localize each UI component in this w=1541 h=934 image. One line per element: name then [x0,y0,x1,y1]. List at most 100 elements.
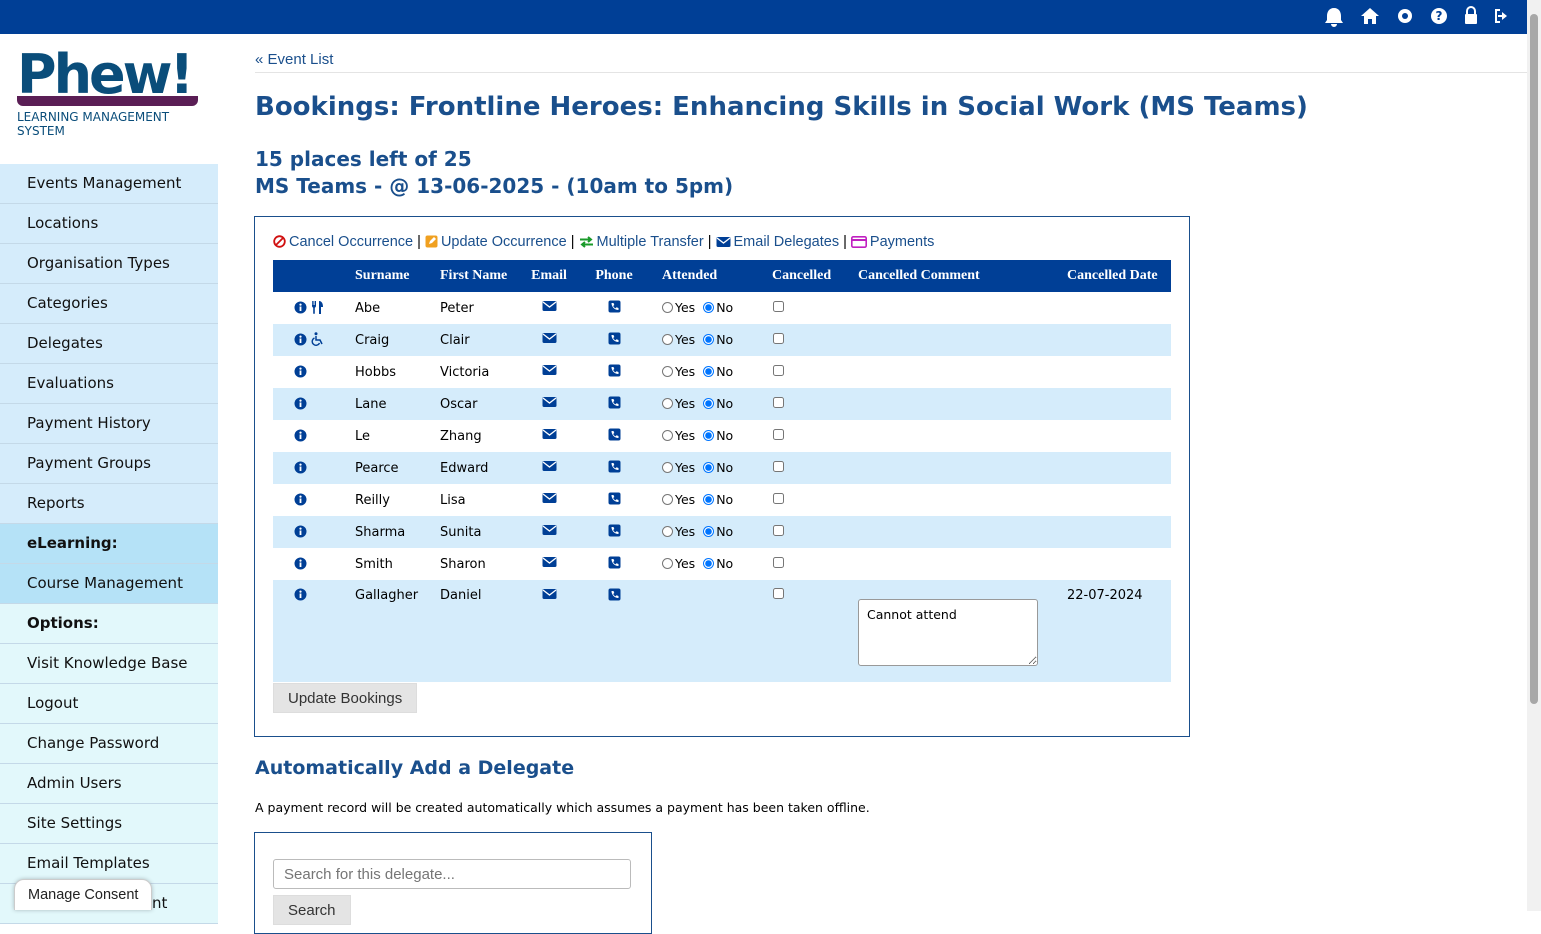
nav-item[interactable]: Payment Groups [0,444,218,484]
email-icon[interactable] [542,492,557,504]
info-icon[interactable] [294,493,307,506]
email-icon[interactable] [542,428,557,440]
home-icon[interactable] [1361,8,1379,24]
email-icon[interactable] [542,364,557,376]
payments-link[interactable]: Payments [869,234,935,250]
cancelled-checkbox[interactable] [773,492,784,504]
cancelled-checkbox[interactable] [773,428,784,440]
info-icon[interactable] [294,525,307,538]
nav-item[interactable]: Logout [0,684,218,724]
phone-icon[interactable] [608,364,621,377]
nav-item[interactable]: Email Templates [0,844,218,884]
nav-item[interactable]: Locations [0,204,218,244]
scrollbar[interactable] [1527,0,1541,911]
phone-icon[interactable] [608,460,621,473]
cancel-occurrence-link[interactable]: Cancel Occurrence [289,234,414,250]
attended-label: No [716,524,734,539]
search-input[interactable] [273,859,631,889]
nav-item[interactable]: Organisation Types [0,244,218,284]
attended-radio[interactable] [703,558,715,569]
attended-radio[interactable] [662,430,673,441]
nav-item[interactable]: Reports [0,484,218,524]
logo[interactable]: Phew! LEARNING MANAGEMENT SYSTEM [17,46,207,138]
cancelled-cell [760,484,836,516]
attended-radio[interactable] [703,526,715,537]
attended-radio[interactable] [662,494,673,505]
access-icon[interactable] [311,332,324,346]
nav-item[interactable]: Visit Knowledge Base [0,644,218,684]
booking-row: Lane Oscar Yes No [273,388,1171,420]
attended-radio[interactable] [703,366,715,377]
info-icon[interactable] [294,588,307,601]
cancelled-checkbox[interactable] [773,556,784,568]
info-icon[interactable] [294,397,307,410]
nav-item[interactable]: Delegates [0,324,218,364]
phone-icon[interactable] [608,428,621,441]
email-icon[interactable] [542,460,557,472]
phone-icon[interactable] [608,524,621,537]
phone-icon[interactable] [608,588,621,601]
first-name: Victoria [440,364,490,380]
cancelled-checkbox[interactable] [773,460,784,472]
update-occurrence-link[interactable]: Update Occurrence [440,234,567,250]
phone-icon[interactable] [608,300,621,313]
email-icon[interactable] [542,332,557,344]
info-icon[interactable] [294,301,307,314]
nav-item[interactable]: Evaluations [0,364,218,404]
dietary-icon[interactable] [311,300,324,314]
nav-item[interactable]: Change Password [0,724,218,764]
cancelled-checkbox[interactable] [773,300,784,312]
attended-radio[interactable] [703,462,715,473]
cancelled-comment[interactable]: Cannot attend [858,599,1038,666]
info-icon[interactable] [294,429,307,442]
attended-radio[interactable] [662,558,673,569]
nav-item[interactable]: Site Settings [0,804,218,844]
email-icon[interactable] [542,524,557,536]
attended-radio[interactable] [703,334,715,345]
search-button[interactable]: Search [273,895,351,925]
cancelled-checkbox[interactable] [773,364,784,376]
info-icon[interactable] [294,461,307,474]
phone-icon[interactable] [608,396,621,409]
nav-item[interactable]: Payment History [0,404,218,444]
email-icon[interactable] [542,556,557,568]
attended-radio[interactable] [703,430,715,441]
logout-icon[interactable] [1495,9,1507,23]
nav-item[interactable]: Admin Users [0,764,218,804]
email-icon[interactable] [542,300,557,312]
attended-radio[interactable] [703,494,715,505]
bell-icon[interactable] [1325,8,1343,27]
update-bookings-button[interactable]: Update Bookings [273,683,418,713]
nav-item[interactable]: Categories [0,284,218,324]
phone-icon[interactable] [608,332,621,345]
multiple-transfer-link[interactable]: Multiple Transfer [596,234,704,250]
attended-radio[interactable] [703,398,715,409]
phone-icon[interactable] [608,556,621,569]
email-delegates-link[interactable]: Email Delegates [733,234,840,250]
attended-radio[interactable] [662,526,673,537]
attended-radio[interactable] [662,462,673,473]
phone-icon[interactable] [608,492,621,505]
cancelled-checkbox[interactable] [773,588,784,599]
attended-radio[interactable] [662,366,673,377]
email-icon[interactable] [542,396,557,408]
info-icon[interactable] [294,333,307,346]
nav-item[interactable]: Events Management [0,164,218,204]
help-icon[interactable] [1431,8,1447,24]
cancelled-checkbox[interactable] [773,332,784,344]
cancelled-checkbox[interactable] [773,524,784,536]
attended-radio[interactable] [703,302,715,313]
cancelled-checkbox[interactable] [773,396,784,408]
info-icon[interactable] [294,557,307,570]
lock-icon[interactable] [1465,14,1477,24]
back-link[interactable]: « Event List [255,51,334,68]
manage-consent-button[interactable]: Manage Consent [14,879,153,910]
row-icons [273,292,343,324]
email-cell [523,420,575,452]
attended-radio[interactable] [662,302,673,313]
nav-item[interactable]: Course Management [0,564,218,604]
info-icon[interactable] [294,365,307,378]
attended-radio[interactable] [662,398,673,409]
email-icon[interactable] [542,588,557,600]
attended-radio[interactable] [662,334,673,345]
